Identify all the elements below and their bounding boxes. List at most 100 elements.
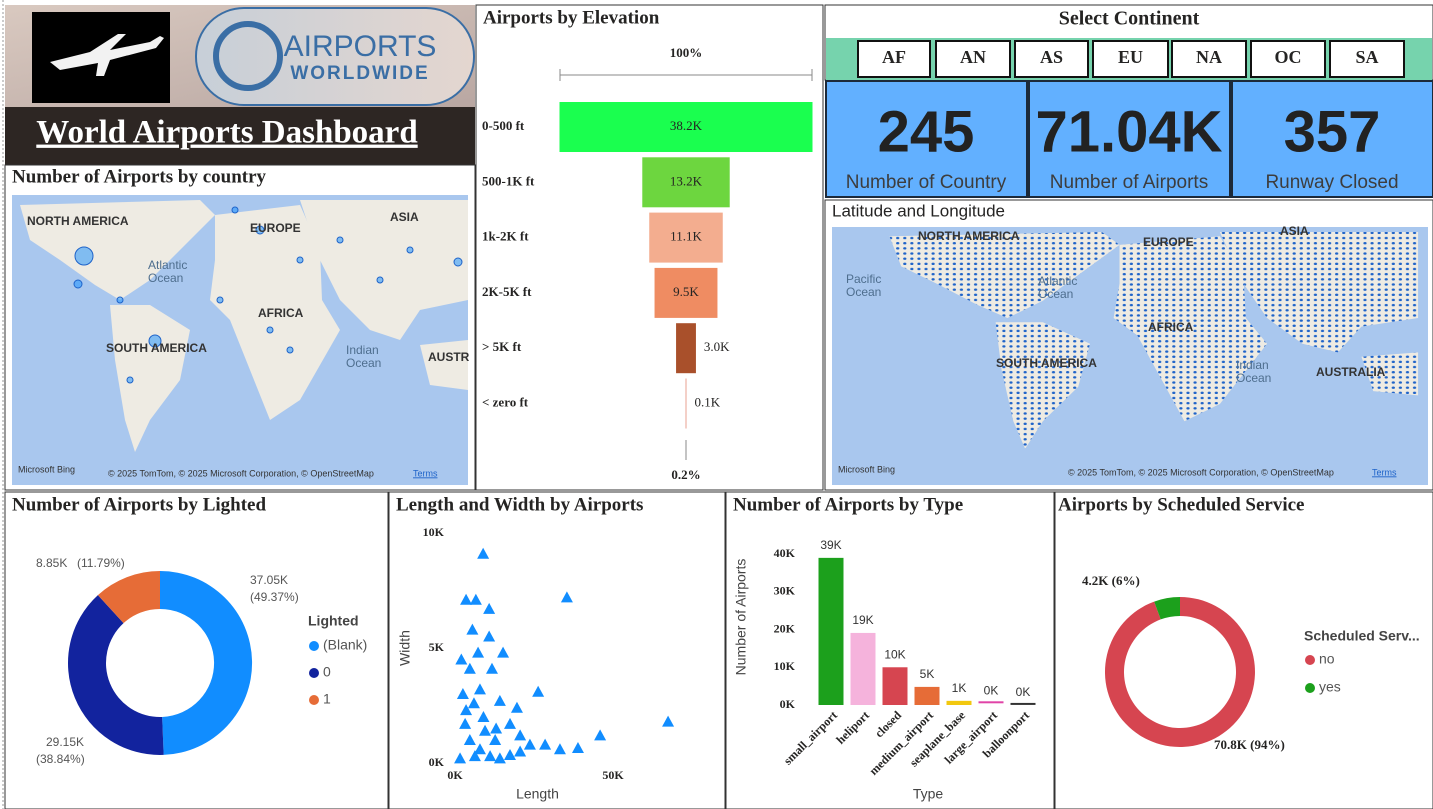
logo-text: AIRPORTS — [284, 30, 437, 63]
value-label: 10K — [884, 647, 905, 661]
map-terms[interactable]: Terms — [1372, 467, 1397, 477]
value-label: 39K — [820, 538, 841, 552]
bar — [850, 632, 876, 705]
scatter-point — [484, 750, 497, 762]
chart-title: Airports by Elevation — [483, 7, 660, 28]
legend-label: (Blank) — [323, 637, 367, 653]
slicer-button[interactable] — [1092, 40, 1169, 78]
scatter-point — [463, 662, 476, 674]
slicer-button[interactable] — [1250, 40, 1326, 78]
scatter-point — [477, 711, 490, 722]
funnel-bar — [685, 378, 687, 429]
scatter-point — [489, 734, 502, 745]
y-tick-label: 0K — [780, 697, 796, 711]
scatter-point — [504, 748, 517, 760]
scatter-point — [460, 704, 473, 716]
map-label: ASIA — [390, 210, 419, 224]
scatter-point — [532, 685, 545, 697]
scatter-point — [473, 683, 486, 695]
legend-label: 0 — [323, 664, 331, 680]
y-tick-label: 5K — [429, 640, 445, 654]
x-axis-title: Type — [913, 786, 944, 802]
map-brand: Microsoft Bing — [18, 464, 75, 474]
y-tick-label: 30K — [774, 584, 796, 598]
scatter-point — [463, 734, 476, 745]
scatter-point — [483, 630, 496, 642]
slicer-option: OC — [1275, 47, 1302, 67]
slicer-button[interactable] — [935, 40, 1011, 78]
map-label: NORTH AMERICA — [918, 229, 1020, 243]
kpi-label: Number of Country — [846, 172, 1007, 193]
scatter-point — [467, 697, 480, 709]
funnel-bar — [642, 157, 730, 208]
category-label: 2K-5K ft — [482, 284, 532, 299]
category-label: 500-1K ft — [482, 173, 535, 188]
kpi-card — [825, 80, 1028, 198]
value-label: 1K — [952, 681, 967, 695]
value-label: 13.2K — [670, 173, 703, 188]
scatter-point — [553, 743, 566, 755]
y-tick-label: 20K — [774, 621, 796, 635]
logo-text: WORLDWIDE — [290, 63, 429, 84]
legend-marker — [1305, 655, 1315, 665]
chart-title: Airports by Scheduled Service — [1058, 494, 1304, 515]
value-label: 3.0K — [704, 339, 730, 354]
map-label: AFRICA — [1148, 320, 1194, 334]
map-label: NORTH AMERICA — [27, 214, 129, 228]
map-attribution: © 2025 TomTom, © 2025 Microsoft Corporat… — [1068, 467, 1334, 477]
slicer-button[interactable] — [857, 40, 931, 78]
legend-title: Scheduled Serv... — [1304, 628, 1420, 644]
bar — [914, 686, 940, 705]
scatter-point — [468, 750, 481, 762]
dashboard-title: World Airports Dashboard — [36, 115, 417, 151]
legend-marker — [309, 641, 319, 651]
value-label: 37.05K — [250, 573, 288, 587]
bar — [978, 701, 1004, 704]
value-label: 5K — [920, 667, 935, 681]
kpi-value: 71.04K — [1035, 99, 1222, 164]
scatter-point — [493, 752, 506, 764]
kpi-label: Number of Airports — [1050, 172, 1208, 193]
slicer-button[interactable] — [1014, 40, 1089, 78]
scatter-point — [510, 701, 523, 713]
percent-label: (38.84%) — [36, 752, 85, 766]
map-label: Ocean — [1038, 287, 1073, 301]
kpi-card — [1231, 80, 1433, 198]
category-label: < zero ft — [482, 394, 529, 409]
bar — [946, 700, 972, 705]
map-label: AUSTR — [428, 350, 470, 364]
map-attribution: © 2025 TomTom, © 2025 Microsoft Corporat… — [108, 468, 374, 478]
slicer-title: Select Continent — [1059, 8, 1200, 30]
map-bubbles — [73, 206, 463, 384]
y-tick-label: 10K — [774, 659, 796, 673]
slicer-button[interactable] — [1329, 40, 1405, 78]
scatter-point — [472, 646, 485, 658]
scatter-point — [497, 646, 510, 658]
slicer-option: AS — [1040, 47, 1063, 67]
value-label: 8.85K — [36, 556, 67, 570]
kpi-band — [825, 80, 1433, 198]
panel — [388, 491, 726, 809]
logo-globe — [213, 21, 283, 91]
map-label: EUROPE — [250, 221, 301, 235]
scatter-point — [469, 593, 482, 605]
donut-slice — [1154, 597, 1180, 620]
kpi-value: 357 — [1284, 99, 1381, 164]
map-label: Indian — [1236, 358, 1269, 372]
funnel-top-label: 100% — [670, 45, 703, 60]
donut-slice — [67, 595, 164, 756]
slicer-option: AF — [882, 47, 906, 67]
map-terms[interactable]: Terms — [413, 468, 438, 478]
map-label: Ocean — [1236, 371, 1271, 385]
funnel-bar — [559, 102, 813, 152]
scatter-point — [456, 688, 469, 699]
map-brand: Microsoft Bing — [838, 464, 895, 474]
slicer-button[interactable] — [1171, 40, 1247, 78]
slicer-option: EU — [1118, 47, 1143, 67]
value-label: 70.8K (94%) — [1214, 737, 1285, 752]
y-tick-label: 10K — [423, 525, 445, 539]
scatter-point — [493, 694, 506, 706]
scatter-point — [455, 653, 468, 665]
scatter-point — [514, 745, 527, 757]
legend-marker — [1305, 683, 1315, 693]
